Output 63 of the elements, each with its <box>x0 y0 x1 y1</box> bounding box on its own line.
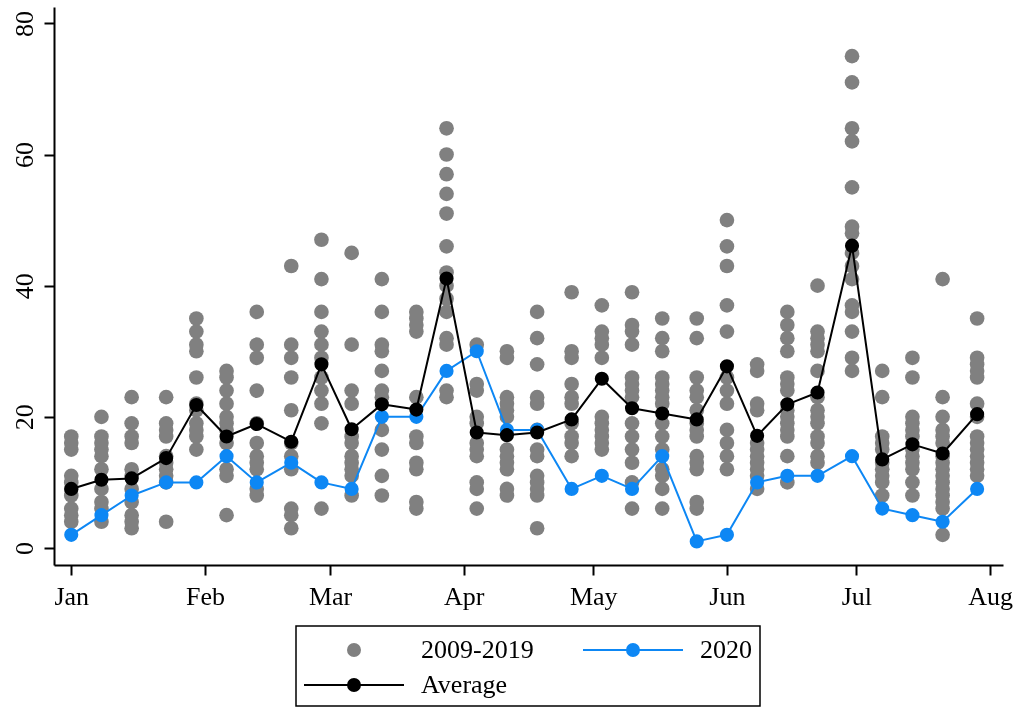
point <box>124 488 139 503</box>
point <box>750 475 765 490</box>
point <box>719 359 734 374</box>
point <box>219 429 234 444</box>
point <box>689 534 704 549</box>
y-tick-label: 40 <box>9 273 39 300</box>
point <box>844 449 860 464</box>
x-tick-label: Mar <box>308 581 353 611</box>
point <box>780 397 795 412</box>
point <box>935 514 950 529</box>
point <box>875 452 890 467</box>
point <box>344 422 359 437</box>
point <box>439 363 454 378</box>
y-tick-label: 80 <box>9 10 39 37</box>
point <box>594 468 609 483</box>
point <box>469 425 484 440</box>
y-tick-label: 20 <box>9 404 39 431</box>
point <box>314 475 329 490</box>
point <box>564 412 579 427</box>
point <box>564 481 579 496</box>
point <box>64 527 79 542</box>
point <box>624 401 640 416</box>
point <box>655 406 670 421</box>
x-tick-label: Feb <box>185 581 225 611</box>
point <box>374 397 389 412</box>
x-tick-label: May <box>569 581 618 611</box>
point <box>844 238 860 253</box>
point <box>439 271 454 286</box>
x-tick-label: Jan <box>54 581 90 611</box>
point <box>689 412 704 427</box>
point <box>780 468 795 483</box>
point <box>719 527 734 542</box>
point <box>905 437 920 452</box>
point <box>314 357 329 372</box>
x-tick-label: Jul <box>841 581 873 611</box>
legend-label: 2020 <box>700 635 752 664</box>
point <box>189 475 204 490</box>
point <box>94 508 109 523</box>
point <box>284 455 299 470</box>
point <box>374 409 389 424</box>
y-tick-label: 0 <box>9 541 39 555</box>
point <box>810 385 825 400</box>
point <box>219 449 234 464</box>
y-tick-label: 60 <box>9 142 39 169</box>
point <box>344 481 359 496</box>
point <box>624 481 640 496</box>
point <box>750 428 765 443</box>
point <box>655 449 670 464</box>
point <box>970 481 985 496</box>
point <box>875 501 890 516</box>
point <box>469 344 484 359</box>
point <box>594 371 609 386</box>
x-tick-label: Jun <box>709 581 746 611</box>
point <box>94 472 109 487</box>
point <box>249 475 264 490</box>
legend-label: Average <box>421 670 508 699</box>
point <box>810 468 825 483</box>
point <box>409 402 424 417</box>
point <box>905 508 920 523</box>
x-tick-label: Apr <box>444 581 485 611</box>
point <box>499 428 514 443</box>
legend-label: 2009-2019 <box>421 635 534 664</box>
x-tick-label: Aug <box>968 581 1013 611</box>
